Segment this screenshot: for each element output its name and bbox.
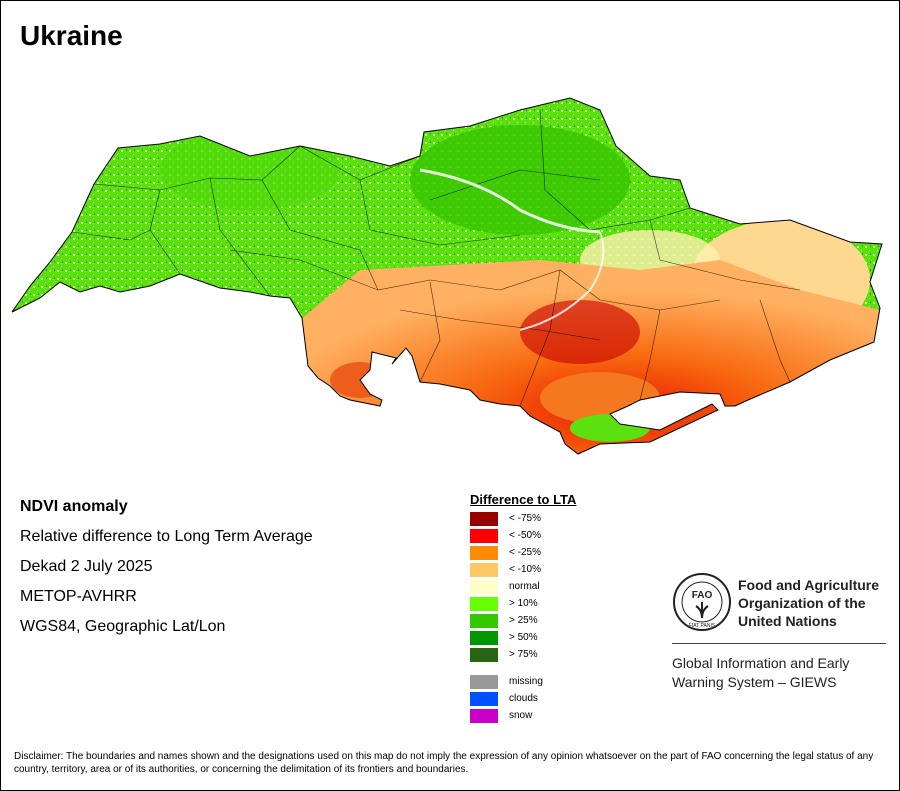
legend-swatch (470, 529, 498, 543)
legend-swatch (470, 675, 498, 689)
legend-label: < -75% (509, 513, 541, 524)
map-title: Ukraine (20, 20, 123, 51)
fao-logo-ring (673, 573, 731, 631)
info-line-1: Relative difference to Long Term Average (20, 528, 313, 545)
legend-swatch (470, 563, 498, 577)
fao-divider (672, 643, 886, 644)
map-info: NDVI anomaly Relative difference to Long… (20, 496, 313, 646)
legend-label: clouds (509, 693, 538, 704)
legend-label: < -50% (509, 530, 541, 541)
legend-swatch (470, 512, 498, 526)
giews-line-1: Global Information and Early (672, 655, 850, 671)
legend-label: snow (509, 710, 533, 721)
legend-title: Difference to LTA (470, 492, 577, 507)
legend-swatch (470, 597, 498, 611)
giews-label: Global Information and Early Warning Sys… (672, 654, 849, 692)
legend-swatch (470, 631, 498, 645)
fao-name-line-1: Food and Agriculture (738, 577, 880, 593)
fao-name-line-2: Organization of the (738, 595, 866, 611)
legend-swatch (470, 614, 498, 628)
disclaimer: Disclaimer: The boundaries and names sho… (14, 751, 874, 775)
fao-logo: FAO FIAT PANIS (673, 573, 731, 631)
wheat-icon (695, 602, 709, 619)
giews-line-2: Warning System – GIEWS (672, 674, 837, 690)
legend-swatch (470, 580, 498, 594)
info-heading: NDVI anomaly (20, 498, 128, 515)
legend-label: < -25% (509, 547, 541, 558)
legend-label: missing (509, 676, 543, 687)
legend: Difference to LTA < -75% < -50% < -25% < -1… (470, 492, 577, 723)
fao-logo-text: FAO (692, 590, 713, 601)
fao-logo-motto: FIAT PANIS (689, 623, 716, 629)
legend-label: < -10% (509, 564, 541, 575)
info-line-3: METOP-AVHRR (20, 588, 137, 605)
legend-label: > 50% (509, 632, 538, 643)
legend-label: > 25% (509, 615, 538, 626)
legend-swatch (470, 546, 498, 560)
legend-swatch (470, 692, 498, 706)
ndvi-anomaly-map (11, 97, 883, 455)
legend-swatch (470, 709, 498, 723)
info-line-4: WGS84, Geographic Lat/Lon (20, 618, 226, 635)
fao-name: Food and Agriculture Organization of the… (738, 576, 879, 630)
info-line-2: Dekad 2 July 2025 (20, 558, 153, 575)
legend-label: > 10% (509, 598, 538, 609)
legend-swatch (470, 648, 498, 662)
legend-label: > 75% (509, 649, 538, 660)
fao-name-line-3: United Nations (738, 613, 837, 629)
legend-label: normal (509, 581, 540, 592)
fao-logo-inner-ring (681, 581, 723, 623)
